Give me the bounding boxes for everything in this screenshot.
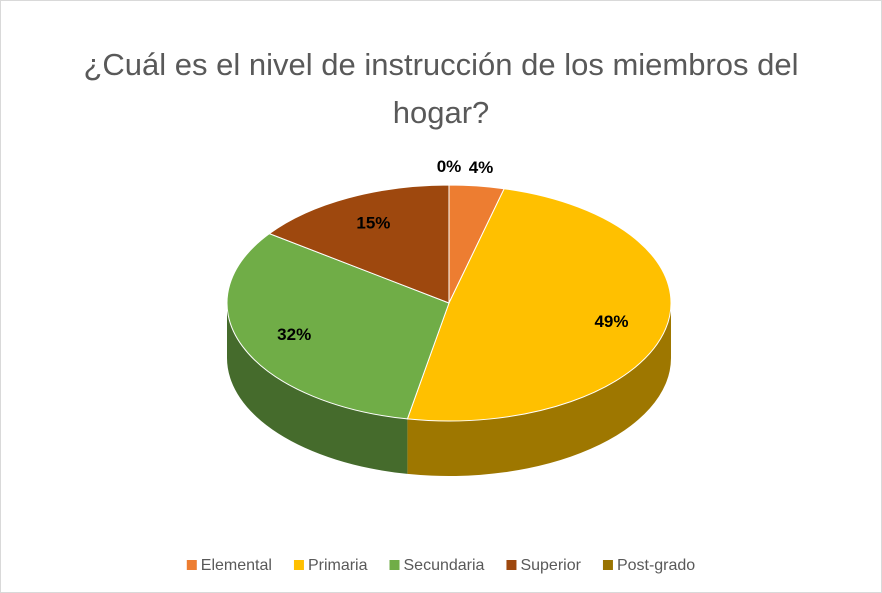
value-label: 32% [277,325,311,344]
slice [406,188,672,422]
slice-side [227,303,408,474]
legend-swatch [293,560,304,570]
legend-label: Post-grado [617,557,695,574]
value-label: 4% [469,158,494,177]
legend-label: Elemental [201,557,272,574]
value-label: 49% [594,312,628,331]
slice [226,233,450,420]
value-label: 15% [356,214,390,233]
legend-swatch [506,560,517,570]
value-label: 0% [437,157,462,176]
legend-swatch [186,560,197,570]
legend-label: Superior [520,557,581,574]
chart-title: ¿Cuál es el nivel de instrucción de los … [83,47,799,130]
legend-label: Secundaria [404,557,485,574]
legend-label: Primaria [308,557,368,574]
legend-swatch [389,560,400,570]
slice [268,184,450,304]
slice-side [407,303,671,476]
legend-swatch [602,560,613,570]
